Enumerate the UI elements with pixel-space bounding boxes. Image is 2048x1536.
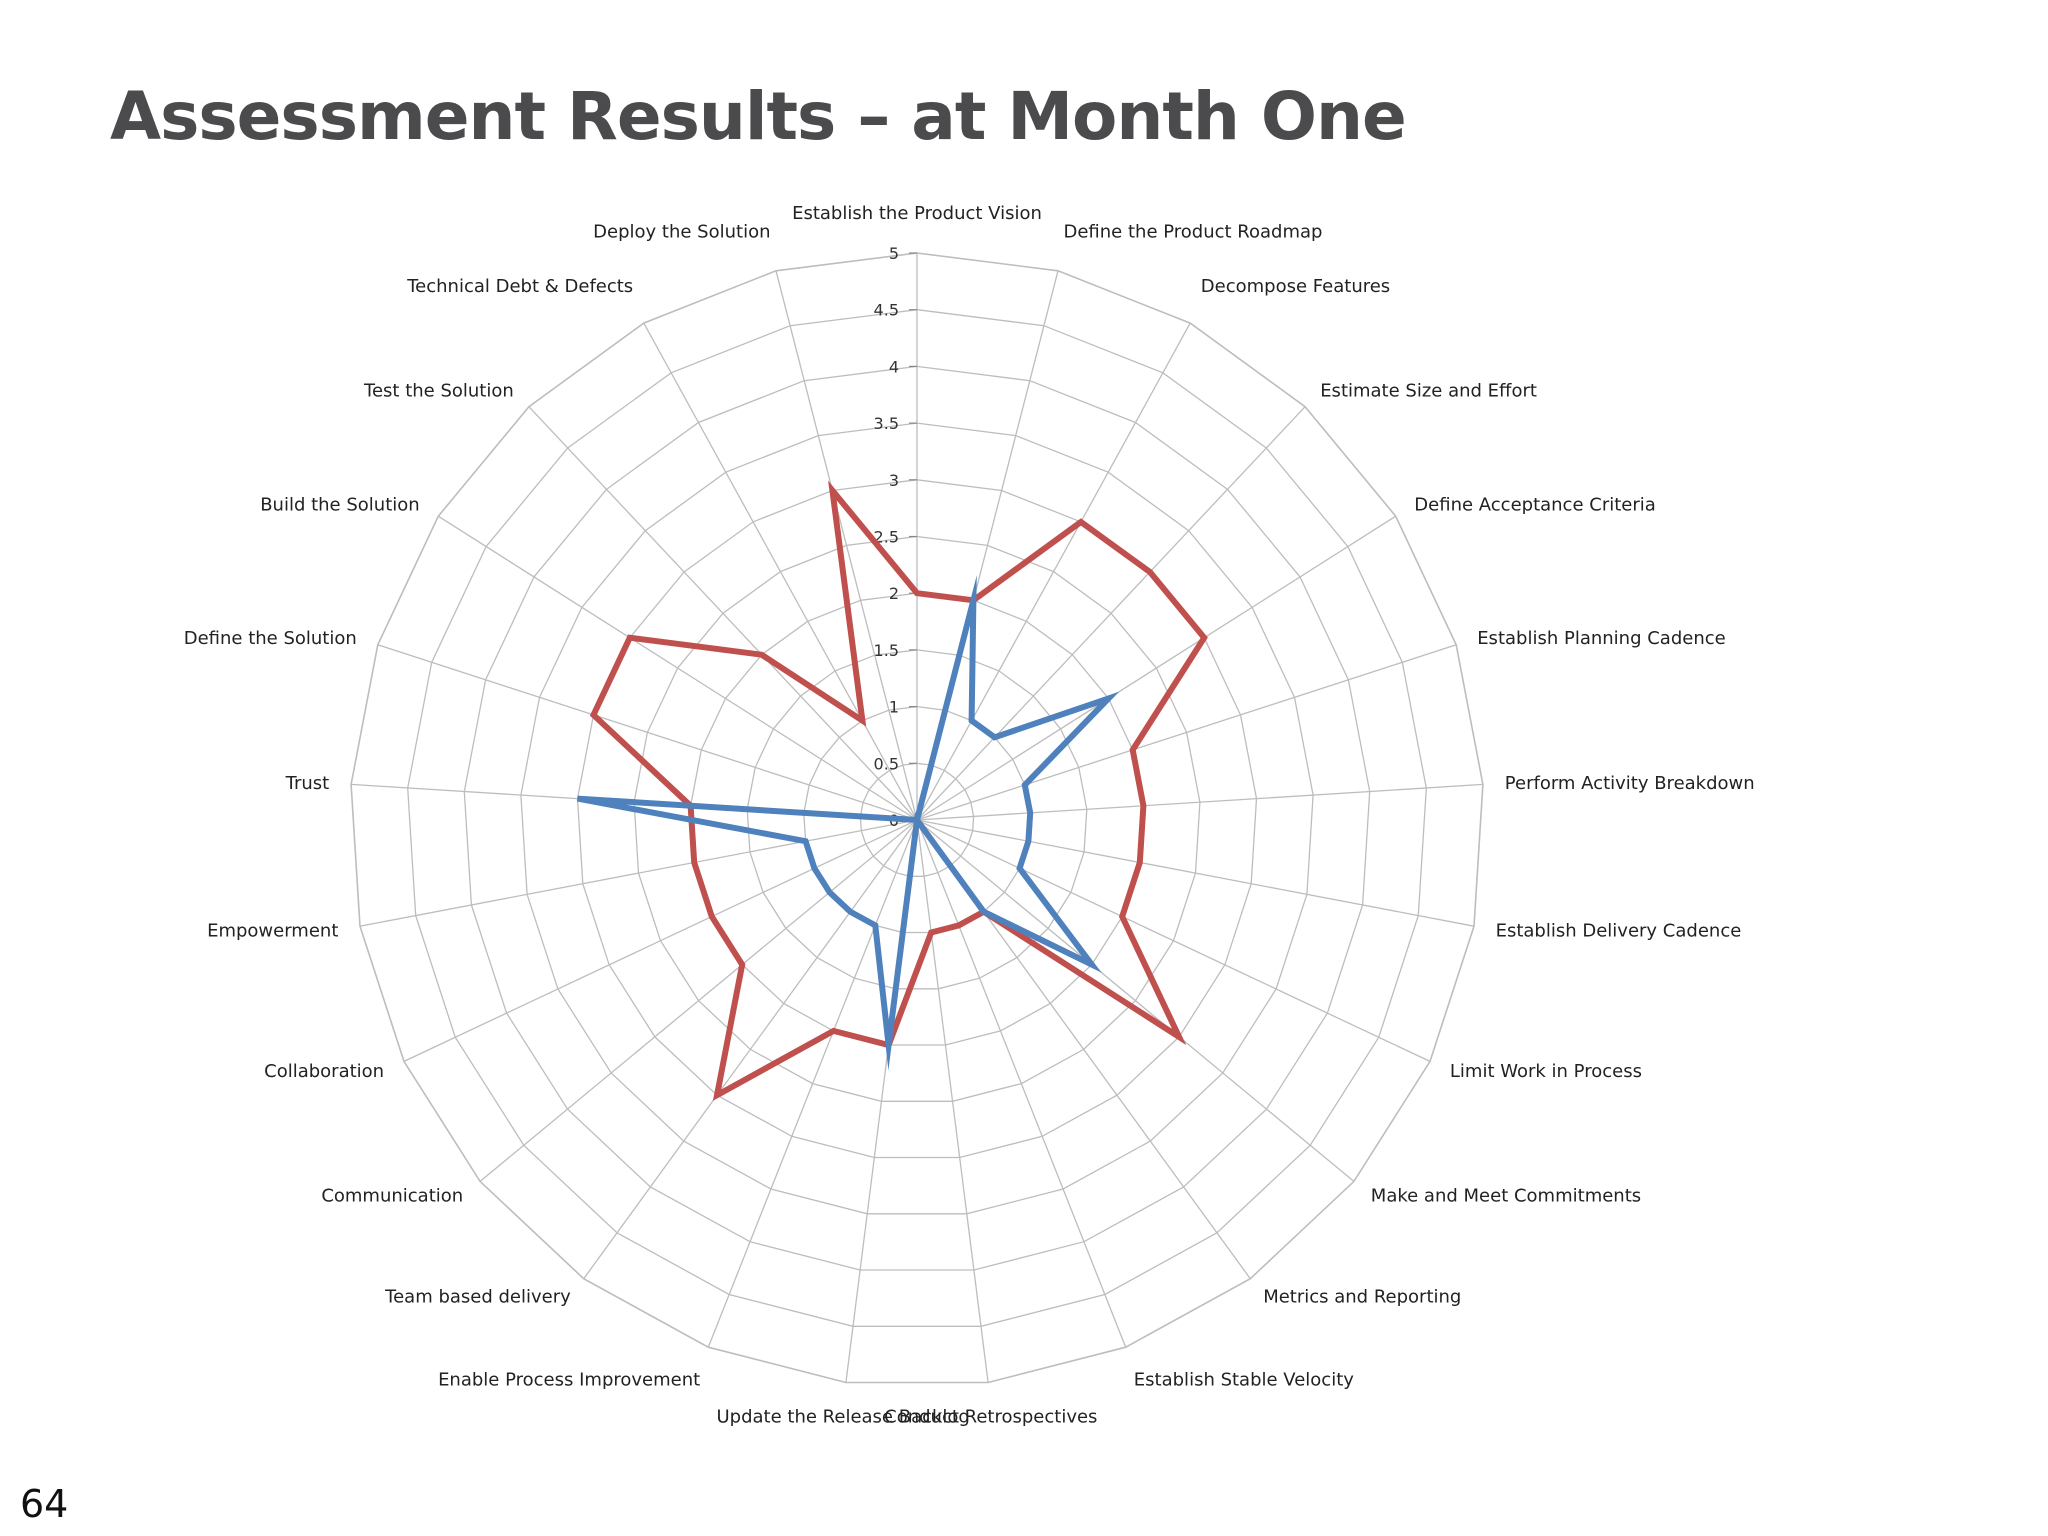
grid-ring (803, 705, 1031, 934)
grid-ring (463, 365, 1371, 1271)
grid-spoke (916, 406, 1306, 821)
grid-ring (520, 422, 1314, 1215)
category-label: Make and Meet Commitments (1371, 1185, 1641, 1206)
category-label: Estimate Size and Effort (1320, 381, 1537, 402)
category-label: Limit Work in Process (1450, 1061, 1642, 1082)
grid-spoke (707, 819, 918, 1348)
category-label: Define the Solution (184, 628, 357, 649)
category-label: Technical Debt & Defects (406, 276, 633, 297)
tick-label: 1.5 (874, 641, 899, 660)
grid-spoke (437, 515, 918, 821)
grid-ring (859, 762, 975, 877)
grid-spoke (775, 270, 918, 821)
slide-title: Assessment Results – at Month One (110, 78, 1407, 155)
tick-label: 0.5 (874, 754, 899, 773)
category-label: Establish Delivery Cadence (1496, 920, 1742, 941)
grid-ring (407, 309, 1427, 1327)
category-label: Establish Planning Cadence (1477, 628, 1726, 649)
radar-tick-labels: 00.511.522.533.544.55 (874, 244, 917, 830)
category-label: Decompose Features (1201, 276, 1390, 297)
grid-ring (350, 252, 1484, 1384)
radar-grid (350, 252, 1484, 1384)
tick-label: 2.5 (874, 528, 899, 547)
grid-spoke (916, 819, 1431, 1062)
category-label: Enable Process Improvement (438, 1370, 700, 1391)
category-label: Trust (285, 773, 330, 794)
grid-ring (746, 649, 1088, 990)
series-line-2 (576, 575, 1120, 1071)
category-label: Team based delivery (384, 1287, 571, 1308)
tick-label: 4 (889, 357, 899, 376)
grid-ring (633, 535, 1201, 1102)
category-label: Update the Release Backlog (717, 1406, 970, 1427)
category-label: Establish the Product Vision (792, 203, 1042, 224)
tick-label: 4.5 (874, 301, 899, 320)
grid-spoke (528, 406, 918, 821)
category-label: Conduct Retrospectives (884, 1406, 1097, 1427)
category-label: Define Acceptance Criteria (1414, 494, 1656, 515)
tick-label: 5 (889, 244, 899, 263)
tick-label: 1 (889, 698, 899, 717)
grid-spoke (916, 515, 1397, 821)
grid-spoke (377, 644, 918, 821)
grid-spoke (916, 644, 1457, 821)
category-label: Build the Solution (260, 494, 420, 515)
grid-spoke (916, 819, 1355, 1182)
grid-spoke (916, 819, 989, 1383)
category-label: Test the Solution (363, 381, 514, 402)
category-label: Perform Activity Breakdown (1505, 773, 1755, 794)
tick-label: 3.5 (874, 414, 899, 433)
category-label: Metrics and Reporting (1263, 1287, 1461, 1308)
category-label: Deploy the Solution (593, 222, 770, 243)
grid-ring (689, 592, 1145, 1046)
radar-series (576, 480, 1208, 1101)
grid-spoke (583, 819, 918, 1280)
grid-spoke (479, 819, 918, 1182)
tick-label: 3 (889, 471, 899, 490)
category-label: Establish Stable Velocity (1134, 1370, 1354, 1391)
category-label: Define the Product Roadmap (1064, 222, 1323, 243)
category-label: Communication (321, 1185, 463, 1206)
page-number: 64 (20, 1482, 69, 1526)
category-label: Collaboration (264, 1061, 384, 1082)
category-label: Empowerment (207, 920, 338, 941)
grid-spoke (916, 783, 1483, 821)
grid-spoke (643, 322, 918, 821)
series-line-1 (589, 480, 1208, 1101)
grid-spoke (916, 819, 1127, 1348)
grid-spoke (403, 819, 918, 1062)
radar-category-labels: Establish the Product Vision Define the P… (184, 203, 1755, 1427)
grid-spoke (916, 819, 1475, 927)
grid-spoke (916, 322, 1191, 821)
grid-spoke (359, 819, 918, 927)
tick-label: 2 (889, 584, 899, 603)
